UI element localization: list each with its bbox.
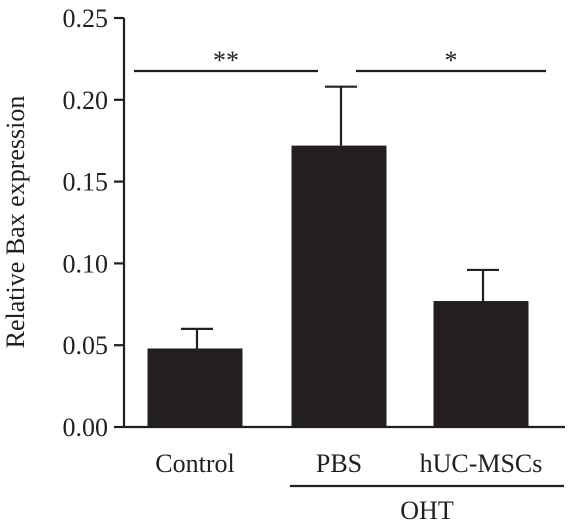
- x-tick-label: Control: [155, 449, 234, 478]
- x-tick-label: PBS: [316, 449, 362, 478]
- y-tick-label: 0.20: [63, 86, 109, 115]
- y-tick-label: 0.15: [63, 168, 109, 197]
- x-tick-label: hUC-MSCs: [420, 449, 543, 478]
- bar: [291, 145, 387, 427]
- y-axis-title: Relative Bax expression: [1, 96, 30, 349]
- group-annotation: OHT: [290, 484, 564, 525]
- bars: [147, 145, 529, 427]
- y-tick-label: 0.25: [63, 4, 109, 33]
- bar: [147, 348, 243, 427]
- error-bars: [181, 85, 499, 349]
- y-tick-label: 0.00: [63, 413, 109, 442]
- x-axis: Control PBS hUC-MSCs: [123, 425, 565, 478]
- group-label: OHT: [400, 496, 454, 525]
- y-tick-label: 0.10: [63, 249, 109, 278]
- significance-label: *: [445, 46, 458, 75]
- significance-label: **: [213, 46, 239, 75]
- y-axis: 0.00 0.05 0.10 0.15 0.20 0.25: [63, 4, 126, 442]
- bar: [433, 301, 529, 427]
- significance-annotations: ** *: [134, 46, 546, 75]
- y-tick-label: 0.05: [63, 331, 109, 360]
